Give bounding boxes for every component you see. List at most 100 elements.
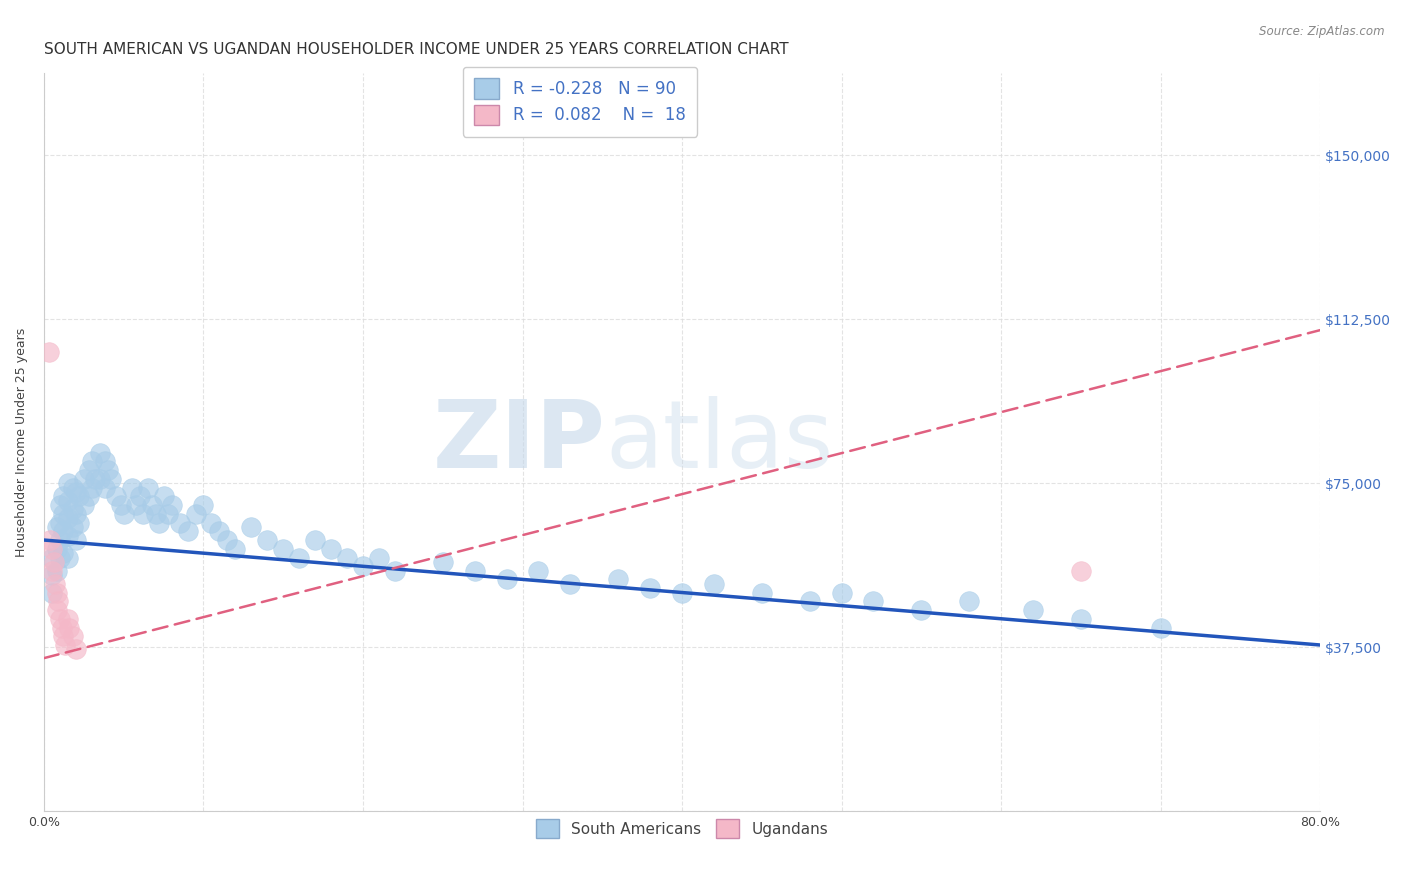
- Point: [240, 520, 263, 534]
- Point: [384, 564, 406, 578]
- Legend: South Americans, Ugandans: South Americans, Ugandans: [530, 814, 834, 844]
- Point: [39, 533, 62, 547]
- Y-axis label: Householder Income Under 25 years: Householder Income Under 25 years: [15, 327, 28, 557]
- Point: [62, 629, 84, 643]
- Point: [176, 524, 198, 539]
- Point: [65, 533, 87, 547]
- Point: [41, 568, 63, 582]
- Point: [56, 612, 79, 626]
- Point: [336, 550, 359, 565]
- Point: [352, 559, 374, 574]
- Point: [957, 594, 980, 608]
- Point: [49, 498, 72, 512]
- Text: ZIP: ZIP: [433, 396, 606, 488]
- Point: [136, 481, 159, 495]
- Point: [45, 564, 67, 578]
- Point: [560, 576, 582, 591]
- Point: [77, 463, 100, 477]
- Point: [288, 550, 311, 565]
- Point: [80, 454, 103, 468]
- Point: [271, 541, 294, 556]
- Point: [53, 638, 76, 652]
- Point: [65, 642, 87, 657]
- Point: [41, 541, 63, 556]
- Point: [217, 533, 239, 547]
- Point: [52, 524, 75, 539]
- Point: [607, 573, 630, 587]
- Point: [93, 454, 115, 468]
- Point: [80, 481, 103, 495]
- Point: [62, 481, 84, 495]
- Point: [41, 585, 63, 599]
- Point: [112, 507, 135, 521]
- Point: [73, 498, 96, 512]
- Point: [56, 476, 79, 491]
- Point: [1070, 612, 1092, 626]
- Point: [1070, 564, 1092, 578]
- Point: [49, 550, 72, 565]
- Point: [464, 564, 486, 578]
- Point: [52, 507, 75, 521]
- Point: [703, 576, 725, 591]
- Point: [65, 507, 87, 521]
- Point: [145, 507, 167, 521]
- Point: [46, 594, 69, 608]
- Point: [141, 498, 163, 512]
- Point: [121, 481, 143, 495]
- Point: [799, 594, 821, 608]
- Point: [45, 520, 67, 534]
- Point: [184, 507, 207, 521]
- Point: [42, 555, 65, 569]
- Point: [319, 541, 342, 556]
- Point: [49, 516, 72, 530]
- Point: [224, 541, 246, 556]
- Point: [56, 511, 79, 525]
- Point: [152, 489, 174, 503]
- Point: [495, 573, 517, 587]
- Point: [38, 345, 60, 359]
- Point: [200, 516, 222, 530]
- Point: [638, 581, 661, 595]
- Text: SOUTH AMERICAN VS UGANDAN HOUSEHOLDER INCOME UNDER 25 YEARS CORRELATION CHART: SOUTH AMERICAN VS UGANDAN HOUSEHOLDER IN…: [44, 42, 789, 57]
- Text: atlas: atlas: [606, 396, 834, 488]
- Point: [44, 576, 66, 591]
- Point: [93, 481, 115, 495]
- Point: [910, 603, 932, 617]
- Point: [304, 533, 326, 547]
- Point: [52, 629, 75, 643]
- Point: [56, 529, 79, 543]
- Point: [128, 489, 150, 503]
- Point: [97, 463, 120, 477]
- Point: [160, 498, 183, 512]
- Point: [671, 585, 693, 599]
- Point: [527, 564, 550, 578]
- Point: [148, 516, 170, 530]
- Point: [58, 620, 80, 634]
- Point: [157, 507, 180, 521]
- Point: [432, 555, 454, 569]
- Point: [751, 585, 773, 599]
- Point: [110, 498, 132, 512]
- Point: [52, 546, 75, 560]
- Point: [45, 603, 67, 617]
- Point: [100, 472, 122, 486]
- Point: [45, 541, 67, 556]
- Point: [256, 533, 278, 547]
- Point: [208, 524, 231, 539]
- Point: [67, 489, 90, 503]
- Point: [49, 612, 72, 626]
- Point: [862, 594, 884, 608]
- Point: [104, 489, 127, 503]
- Point: [62, 520, 84, 534]
- Point: [52, 489, 75, 503]
- Point: [125, 498, 148, 512]
- Point: [73, 472, 96, 486]
- Point: [169, 516, 191, 530]
- Point: [193, 498, 215, 512]
- Point: [49, 533, 72, 547]
- Point: [132, 507, 155, 521]
- Text: Source: ZipAtlas.com: Source: ZipAtlas.com: [1260, 25, 1385, 38]
- Point: [41, 564, 63, 578]
- Point: [1022, 603, 1045, 617]
- Point: [62, 502, 84, 516]
